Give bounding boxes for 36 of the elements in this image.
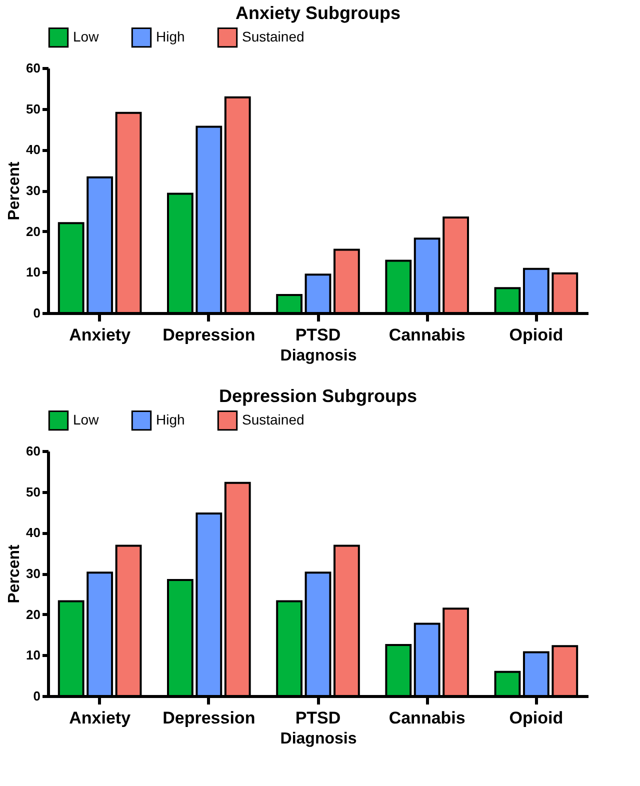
x-tick-label: Depression [162, 326, 256, 344]
x-tick-label: Anxiety [69, 708, 132, 728]
y-tick-label: 10 [26, 648, 40, 663]
y-tick-label: 20 [26, 224, 40, 239]
legend-label: Low [73, 28, 100, 45]
x-tick-label: Anxiety [69, 326, 132, 344]
legend-label: Low [73, 412, 100, 428]
y-tick-label: 0 [33, 688, 40, 704]
y-tick-label: 40 [26, 142, 40, 158]
x-tick-label: Cannabis [388, 326, 466, 344]
x-tick-label: Depression [162, 708, 256, 728]
y-tick-label: 60 [26, 444, 40, 458]
y-tick-label: 50 [26, 484, 40, 500]
x-tick-label: Cannabis [388, 708, 466, 728]
x-tick-label: Opioid [509, 326, 564, 344]
x-tick-label: PTSD [295, 326, 341, 344]
y-tick-label: 0 [33, 306, 40, 320]
legend-label: Sustained [242, 412, 304, 428]
legend-label: High [156, 28, 185, 45]
legend-label: Sustained [242, 28, 304, 45]
y-tick-label: 20 [26, 606, 40, 622]
y-tick-label: 40 [26, 525, 40, 540]
x-tick-label: Opioid [509, 708, 564, 728]
y-tick-label: 60 [26, 60, 40, 76]
x-axis-title: Diagnosis [280, 348, 357, 364]
y-tick-label: 30 [26, 183, 40, 198]
chart-title: Anxiety Subgroups [235, 3, 401, 23]
y-tick-label: 50 [26, 101, 40, 116]
legend-label: High [156, 412, 185, 428]
y-axis-title: Percent [6, 160, 24, 220]
x-axis-title: Diagnosis [280, 730, 357, 748]
y-axis-title: Percent [6, 544, 24, 604]
chart-title: Depression Subgroups [218, 386, 418, 406]
y-tick-label: 10 [26, 264, 40, 280]
y-tick-label: 30 [26, 566, 40, 581]
x-tick-label: PTSD [295, 708, 341, 728]
